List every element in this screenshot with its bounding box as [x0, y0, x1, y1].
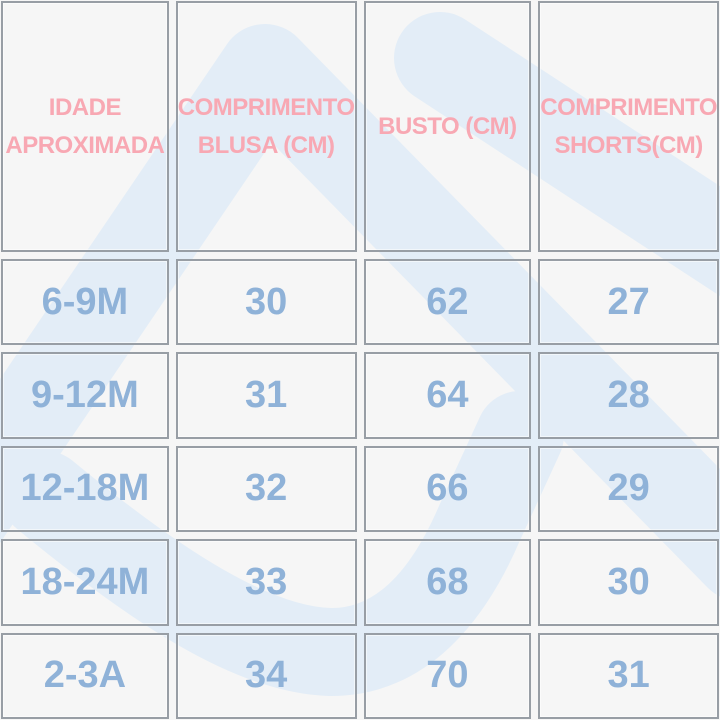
table-cell-shorts: 30 — [538, 539, 719, 626]
table-cell-blusa: 32 — [175, 445, 357, 533]
header-line: APROXIMADA — [5, 131, 165, 159]
header-line: IDADE — [48, 93, 122, 121]
table-cell-age: 9-12M — [1, 352, 169, 439]
header-comprimento-shorts: COMPRIMENTO SHORTS(CM) — [538, 1, 719, 252]
table-cell-shorts: 28 — [538, 352, 719, 439]
table-cell-age: 18-24M — [1, 539, 169, 626]
table-cell-busto: 62 — [363, 259, 532, 346]
table-cell-busto: 64 — [363, 352, 532, 439]
header-line: BUSTO (CM) — [378, 112, 517, 140]
header-line: COMPRIMENTO — [540, 93, 717, 121]
table-cell-shorts: 29 — [538, 445, 719, 533]
table-cell-busto: 68 — [363, 539, 532, 626]
header-comprimento-blusa: COMPRIMENTO BLUSA (CM) — [175, 1, 357, 252]
table-cell-busto: 66 — [363, 445, 532, 533]
table-cell-shorts: 27 — [538, 259, 719, 346]
header-line: COMPRIMENTO — [177, 93, 355, 121]
table-cell-blusa: 34 — [175, 632, 357, 719]
table-cell-blusa: 30 — [175, 259, 357, 346]
table-cell-age: 2-3A — [1, 632, 169, 719]
table-cell-busto: 70 — [363, 632, 532, 719]
header-busto: BUSTO (CM) — [363, 1, 532, 252]
table-cell-blusa: 31 — [175, 352, 357, 439]
table-cell-age: 12-18M — [1, 445, 169, 533]
header-line: BLUSA (CM) — [197, 131, 335, 159]
header-idade-aproximada: IDADE APROXIMADA — [1, 1, 169, 252]
header-line: SHORTS(CM) — [554, 131, 703, 159]
table-cell-blusa: 33 — [175, 539, 357, 626]
table-cell-shorts: 31 — [538, 632, 719, 719]
table-cell-age: 6-9M — [1, 259, 169, 346]
